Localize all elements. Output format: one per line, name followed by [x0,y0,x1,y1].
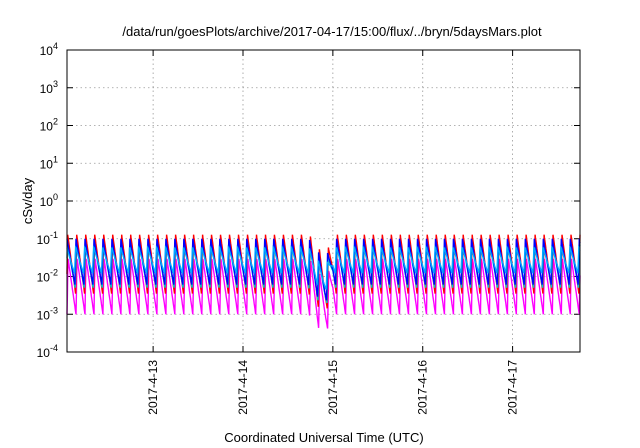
x-tick-label: 2017-4-16 [416,360,430,415]
y-tick-label: 104 [40,41,58,58]
y-tick-label: 10-3 [37,305,58,322]
y-tick-label: 103 [40,79,58,96]
y-tick-label: 101 [40,154,58,171]
x-axis-label: Coordinated Universal Time (UTC) [224,430,423,445]
series-line-5 [66,244,581,290]
y-tick-label: 100 [40,192,58,209]
y-tick-labels: 10-4 10-3 10-2 10-1 100 101 102 103 104 [37,41,58,360]
y-axis-label: cSv/day [20,177,35,224]
x-tick-label: 2017-4-17 [506,360,520,415]
y-tick-label: 10-1 [37,230,58,247]
x-tick-labels: 2017-4-13 2017-4-14 2017-4-15 2017-4-16 2017… [146,360,519,415]
series-line-3 [66,243,581,304]
y-tick-label: 102 [40,117,58,134]
x-tick-label: 2017-4-14 [236,360,250,415]
series-line-1 [66,258,581,329]
series-group [66,234,581,329]
plot-frame [66,49,581,353]
y-tick-label: 10-2 [37,268,58,285]
x-tick-label: 2017-4-15 [326,360,340,415]
x-tick-label: 2017-4-13 [146,360,160,415]
grid [67,49,580,353]
chart-title: /data/run/goesPlots/archive/2017-04-17/1… [122,24,542,39]
y-tick-label: 10-4 [37,343,58,360]
